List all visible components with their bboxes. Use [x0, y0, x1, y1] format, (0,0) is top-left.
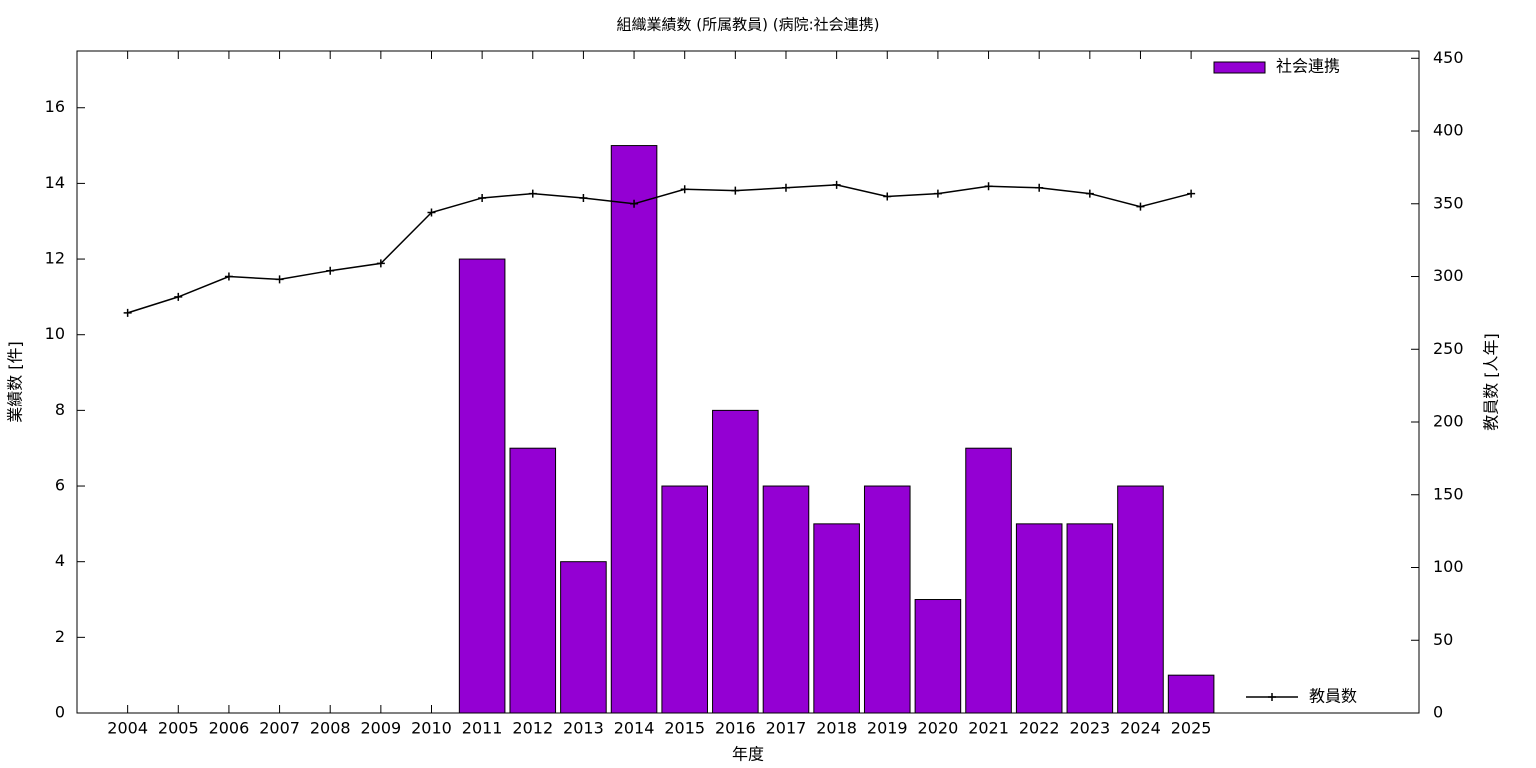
x-tick-label: 2019 — [867, 719, 908, 738]
point — [883, 192, 892, 201]
x-tick-label: 2018 — [816, 719, 857, 738]
bar — [458, 258, 506, 714]
bar — [965, 447, 1012, 714]
legend-label: 教員数 — [1309, 687, 1357, 706]
bar — [509, 447, 557, 714]
x-tick-label: 2004 — [107, 719, 148, 738]
y-tick-label: 0 — [55, 703, 65, 722]
legend-label: 社会連携 — [1276, 57, 1340, 76]
x-tick-label: 2013 — [563, 719, 604, 738]
y-tick-label: 4 — [55, 551, 65, 570]
point — [731, 186, 740, 195]
legend-swatch — [1213, 61, 1266, 74]
point — [1136, 202, 1145, 211]
bar — [610, 145, 658, 714]
x-tick-label: 2023 — [1069, 719, 1110, 738]
y2-tick-label: 350 — [1433, 193, 1464, 212]
y-tick-label: 8 — [55, 400, 65, 419]
x-tick-label: 2006 — [209, 719, 250, 738]
x-tick-label: 2015 — [664, 719, 705, 738]
x-tick-label: 2025 — [1171, 719, 1212, 738]
plot-frame — [76, 50, 1420, 714]
point — [275, 275, 284, 284]
x-tick-label: 2007 — [259, 719, 300, 738]
bar — [1167, 674, 1215, 714]
x-axis-label: 年度 — [732, 745, 764, 764]
x-tick-label: 2020 — [918, 719, 959, 738]
point — [680, 185, 689, 194]
x-tick-label: 2014 — [614, 719, 655, 738]
y2-tick-label: 150 — [1433, 484, 1464, 503]
bar — [661, 485, 708, 714]
y2-tick-label: 450 — [1433, 48, 1464, 67]
point — [326, 266, 335, 275]
x-tick-label: 2016 — [715, 719, 756, 738]
point — [832, 180, 841, 189]
bar — [1117, 485, 1164, 714]
point — [933, 189, 942, 198]
y-tick-label: 12 — [45, 249, 65, 268]
point — [427, 208, 436, 217]
point — [1085, 189, 1094, 198]
x-tick-label: 2009 — [360, 719, 401, 738]
y2-axis-label: 教員数 [人年] — [1482, 333, 1501, 431]
y2-tick-label: 250 — [1433, 339, 1464, 358]
y-tick-label: 2 — [55, 627, 65, 646]
x-tick-label: 2021 — [968, 719, 1009, 738]
y2-tick-label: 100 — [1433, 557, 1464, 576]
x-tick-label: 2008 — [310, 719, 351, 738]
point — [123, 308, 132, 317]
point — [528, 189, 537, 198]
point — [478, 193, 487, 202]
x-tick-label: 2022 — [1019, 719, 1060, 738]
bar — [863, 485, 911, 714]
x-tick-label: 2011 — [462, 719, 503, 738]
bar — [1015, 523, 1063, 714]
y2-tick-label: 400 — [1433, 121, 1464, 140]
y2-tick-label: 300 — [1433, 266, 1464, 285]
y-tick-label: 10 — [45, 324, 65, 343]
bar — [560, 561, 607, 714]
y-axis-label: 業績数 [件] — [6, 341, 25, 423]
point — [1187, 189, 1196, 198]
point — [224, 272, 233, 281]
point — [1035, 183, 1044, 192]
point — [984, 182, 993, 191]
x-tick-label: 2017 — [766, 719, 807, 738]
point — [174, 292, 183, 301]
bar — [762, 485, 810, 714]
bar — [813, 523, 860, 714]
point — [630, 199, 639, 208]
y-tick-label: 16 — [45, 97, 65, 116]
x-tick-label: 2005 — [158, 719, 199, 738]
chart-title: 組織業績数 (所属教員) (病院:社会連携) — [617, 16, 880, 34]
point — [579, 193, 588, 202]
bar — [1066, 523, 1114, 714]
y2-tick-label: 200 — [1433, 412, 1464, 431]
y-tick-label: 6 — [55, 476, 65, 495]
y2-tick-label: 50 — [1433, 630, 1453, 649]
y2-tick-label: 0 — [1433, 703, 1443, 722]
legend-swatch — [1268, 693, 1276, 701]
line — [127, 184, 1192, 314]
x-tick-label: 2012 — [512, 719, 553, 738]
bar — [712, 409, 759, 714]
point — [781, 183, 790, 192]
x-tick-label: 2010 — [411, 719, 452, 738]
x-tick-label: 2024 — [1120, 719, 1161, 738]
y-tick-label: 14 — [45, 173, 65, 192]
bar — [914, 599, 962, 714]
point — [376, 259, 385, 268]
